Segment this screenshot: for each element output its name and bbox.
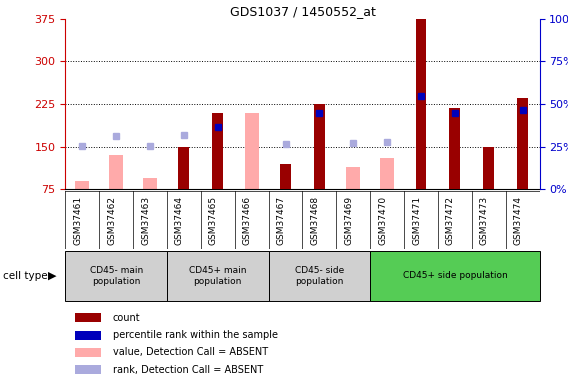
Text: value, Detection Call = ABSENT: value, Detection Call = ABSENT bbox=[113, 348, 268, 357]
Bar bbox=[143, 178, 157, 189]
Bar bbox=[109, 155, 123, 189]
Bar bbox=[75, 331, 101, 340]
Bar bbox=[178, 147, 189, 189]
Text: CD45- side
population: CD45- side population bbox=[295, 266, 344, 286]
Text: GSM37472: GSM37472 bbox=[446, 196, 455, 245]
Text: GSM37461: GSM37461 bbox=[73, 196, 82, 245]
Bar bbox=[449, 108, 460, 189]
Bar bbox=[75, 348, 101, 357]
Bar bbox=[75, 365, 101, 374]
Text: CD45- main
population: CD45- main population bbox=[90, 266, 143, 286]
Text: GSM37473: GSM37473 bbox=[480, 196, 489, 245]
Text: CD45+ side population: CD45+ side population bbox=[403, 272, 507, 280]
Text: GSM37469: GSM37469 bbox=[344, 196, 353, 245]
Text: GSM37468: GSM37468 bbox=[310, 196, 319, 245]
Bar bbox=[314, 104, 325, 189]
Text: percentile rank within the sample: percentile rank within the sample bbox=[113, 330, 278, 340]
Bar bbox=[75, 181, 89, 189]
FancyBboxPatch shape bbox=[65, 251, 167, 301]
Bar bbox=[517, 98, 528, 189]
Text: GSM37463: GSM37463 bbox=[141, 196, 150, 245]
Text: GSM37466: GSM37466 bbox=[243, 196, 252, 245]
Text: GSM37470: GSM37470 bbox=[378, 196, 387, 245]
Text: GSM37464: GSM37464 bbox=[175, 196, 184, 245]
Text: cell type: cell type bbox=[3, 271, 48, 280]
Text: CD45+ main
population: CD45+ main population bbox=[189, 266, 247, 286]
Title: GDS1037 / 1450552_at: GDS1037 / 1450552_at bbox=[229, 4, 375, 18]
Text: ▶: ▶ bbox=[48, 271, 57, 280]
Text: GSM37462: GSM37462 bbox=[107, 196, 116, 245]
Bar bbox=[346, 166, 360, 189]
Text: GSM37474: GSM37474 bbox=[513, 196, 523, 245]
FancyBboxPatch shape bbox=[167, 251, 269, 301]
Text: GSM37467: GSM37467 bbox=[277, 196, 286, 245]
Text: GSM37471: GSM37471 bbox=[412, 196, 421, 245]
Bar bbox=[483, 147, 494, 189]
Text: rank, Detection Call = ABSENT: rank, Detection Call = ABSENT bbox=[113, 365, 263, 375]
Bar bbox=[245, 112, 259, 189]
Bar bbox=[75, 313, 101, 322]
Bar bbox=[212, 112, 223, 189]
FancyBboxPatch shape bbox=[370, 251, 540, 301]
Bar bbox=[380, 158, 394, 189]
Bar bbox=[280, 164, 291, 189]
Text: count: count bbox=[113, 313, 140, 323]
Bar bbox=[416, 19, 427, 189]
Text: GSM37465: GSM37465 bbox=[209, 196, 218, 245]
FancyBboxPatch shape bbox=[269, 251, 370, 301]
